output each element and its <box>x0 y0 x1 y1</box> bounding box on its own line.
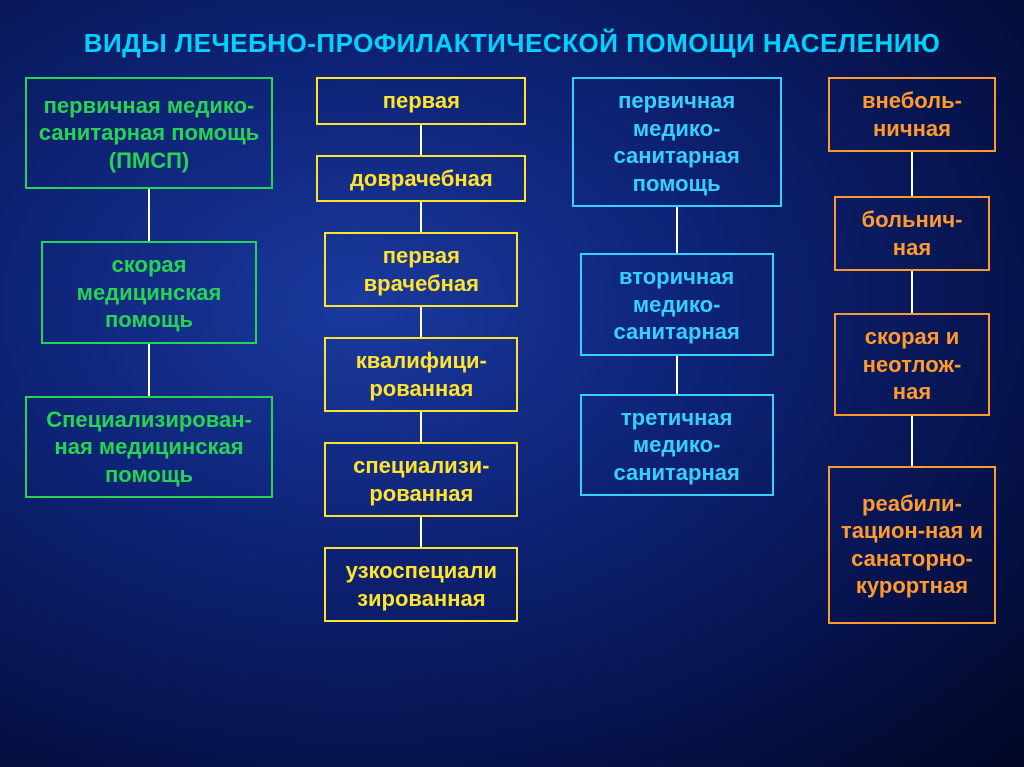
box-first: первая <box>316 77 526 125</box>
connector <box>676 207 678 253</box>
box-paramedic: доврачебная <box>316 155 526 203</box>
connector <box>420 307 422 337</box>
box-qualified: квалифици-рованная <box>324 337 518 412</box>
diagram-title: ВИДЫ ЛЕЧЕБНО-ПРОФИЛАКТИЧЕСКОЙ ПОМОЩИ НАС… <box>0 0 1024 59</box>
box-ambulance: скорая медицинская помощь <box>41 241 257 344</box>
box-secondary-san: вторичная медико-санитарная <box>580 253 774 356</box>
box-specialized: Специализирован-ная медицинская помощь <box>25 396 273 499</box>
connector <box>420 125 422 155</box>
box-rehab: реабили-тацион-ная и санаторно-курортная <box>828 466 996 624</box>
column-3: первичная медико-санитарная помощь втори… <box>569 77 785 624</box>
connector <box>420 412 422 442</box>
box-emergency: скорая и неотлож-ная <box>834 313 990 416</box>
columns-container: первичная медико-санитарная помощь (ПМСП… <box>0 59 1024 624</box>
connector <box>911 271 913 313</box>
connector <box>420 202 422 232</box>
connector <box>911 152 913 196</box>
box-primary-san: первичная медико-санитарная помощь <box>572 77 782 207</box>
box-narrow-spec: узкоспециали зированная <box>324 547 518 622</box>
connector <box>676 356 678 394</box>
box-pmsp: первичная медико-санитарная помощь (ПМСП… <box>25 77 273 189</box>
column-4: внеболь-ничная больнич-ная скорая и неот… <box>824 77 1000 624</box>
column-1: первичная медико-санитарная помощь (ПМСП… <box>24 77 274 624</box>
box-first-medical: первая врачебная <box>324 232 518 307</box>
box-outpatient: внеболь-ничная <box>828 77 996 152</box>
column-2: первая доврачебная первая врачебная квал… <box>313 77 529 624</box>
connector <box>148 189 150 241</box>
connector <box>911 416 913 466</box>
box-inpatient: больнич-ная <box>834 196 990 271</box>
box-specialized2: специализи-рованная <box>324 442 518 517</box>
connector <box>420 517 422 547</box>
connector <box>148 344 150 396</box>
box-tertiary-san: третичная медико-санитарная <box>580 394 774 497</box>
